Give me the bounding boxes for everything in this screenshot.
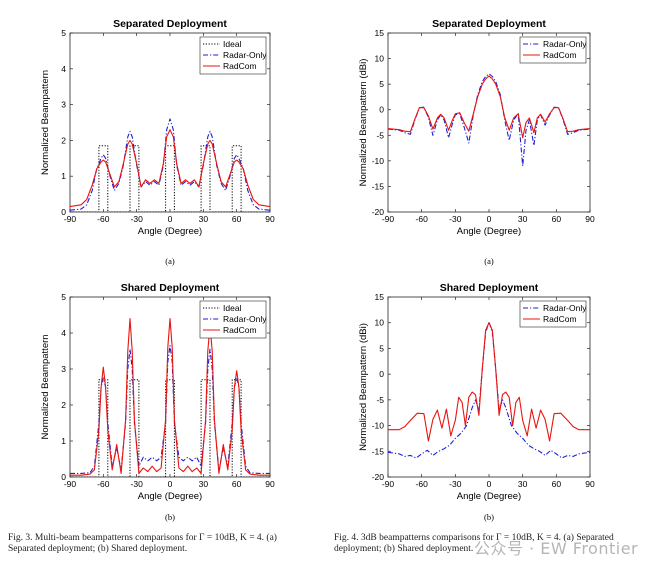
legend-label: Radar-Only [223, 314, 267, 324]
y-tick-label: -20 [372, 207, 385, 217]
y-tick-label: 15 [375, 28, 385, 38]
chart-title: Separated Deployment [432, 18, 546, 30]
chart-title: Separated Deployment [113, 18, 227, 30]
x-tick-label: 30 [199, 214, 209, 224]
x-tick-label: 90 [585, 214, 595, 224]
series-line-radcom [70, 318, 270, 476]
x-tick-label: 0 [168, 479, 173, 489]
x-axis-label: Angle (Degree) [138, 491, 202, 502]
y-tick-label: -5 [376, 395, 384, 405]
y-tick-label: 2 [61, 400, 66, 410]
y-tick-label: -10 [372, 156, 385, 166]
x-tick-label: -60 [416, 214, 429, 224]
figure-3b-beampattern-chart: Shared Deployment -90 -60 -30 0 30 60 90 0 1 2 3 4 5 A… [40, 282, 275, 522]
x-tick-label: -30 [449, 214, 462, 224]
x-tick-label: 30 [518, 214, 528, 224]
y-tick-label: -10 [372, 421, 385, 431]
legend-label: RadCom [543, 314, 577, 324]
watermark-text: 公众号 · EW Frontier [474, 539, 639, 558]
y-tick-label: 1 [61, 436, 66, 446]
subfigure-label: (a) [484, 256, 494, 266]
legend-label: Radar-Only [223, 50, 267, 60]
y-tick-label: 0 [61, 472, 66, 482]
y-tick-label: 0 [379, 369, 384, 379]
x-axis-label: Angle (Degree) [138, 226, 202, 237]
series-line-radcom [388, 322, 590, 442]
legend-label: RadCom [543, 50, 577, 60]
subfigure-label: (a) [165, 256, 175, 266]
x-tick-label: 30 [518, 479, 528, 489]
x-tick-label: 60 [232, 214, 242, 224]
figure-3-caption: Fig. 3. Multi-beam beampatterns comparis… [8, 533, 277, 554]
chart-title: Shared Deployment [121, 282, 220, 294]
series-line-radar-only [388, 73, 590, 167]
x-tick-label: 0 [168, 214, 173, 224]
x-tick-label: -60 [97, 214, 110, 224]
x-tick-label: -60 [416, 479, 429, 489]
y-tick-label: 3 [61, 100, 66, 110]
x-tick-label: -60 [97, 479, 110, 489]
x-tick-label: -90 [64, 479, 77, 489]
y-tick-label: 4 [61, 64, 66, 74]
y-axis-label: Normalized Beampattern [40, 334, 51, 439]
series-line-radcom [70, 129, 270, 208]
legend-label: Radar-Only [543, 39, 587, 49]
figure-4b-beampattern-chart: Shared Deployment -90 -60 -30 0 30 60 90 -20 -15 -… [358, 282, 595, 522]
y-tick-label: 3 [61, 364, 66, 374]
y-axis-label: Normalized Beampattern (dBi) [358, 323, 369, 451]
x-tick-label: 60 [232, 479, 242, 489]
x-tick-label: -90 [64, 214, 77, 224]
y-axis-label: Normalized Beampattern [40, 70, 51, 175]
y-tick-label: 4 [61, 328, 66, 338]
legend-label: RadCom [223, 61, 257, 71]
series-line-radar-only [70, 118, 270, 211]
series-line-radar-only [70, 345, 270, 474]
figure-3a-beampattern-chart: Separated Deployment -90 -60 -30 0 30 60 90 0 1 2 3… [40, 18, 275, 266]
y-tick-label: -20 [372, 472, 385, 482]
x-tick-label: 0 [487, 479, 492, 489]
legend-label: Ideal [223, 303, 242, 313]
y-tick-label: 10 [375, 318, 385, 328]
x-tick-label: 30 [199, 479, 209, 489]
y-tick-label: -15 [372, 181, 385, 191]
legend-label: RadCom [223, 325, 257, 335]
x-tick-label: 90 [265, 214, 275, 224]
x-tick-label: 60 [552, 479, 562, 489]
x-tick-label: -90 [382, 479, 395, 489]
y-tick-label: 0 [379, 105, 384, 115]
y-tick-label: 5 [61, 28, 66, 38]
series-line-radar-only [388, 321, 590, 459]
y-tick-label: 5 [61, 292, 66, 302]
series-line-radcom [388, 75, 590, 139]
y-axis-label: Normalized Beampattern (dBi) [358, 59, 369, 187]
x-tick-label: -30 [449, 479, 462, 489]
x-tick-label: -90 [382, 214, 395, 224]
y-tick-label: 5 [379, 343, 384, 353]
x-tick-label: -30 [131, 479, 144, 489]
y-tick-label: -5 [376, 130, 384, 140]
legend-label: Ideal [223, 39, 242, 49]
y-tick-label: 2 [61, 135, 66, 145]
figure-4a-beampattern-chart: Separated Deployment -90 -60 -30 0 30 60 90 -20 -… [358, 18, 595, 266]
x-tick-label: 90 [265, 479, 275, 489]
y-tick-label: 5 [379, 79, 384, 89]
x-tick-label: 60 [552, 214, 562, 224]
y-tick-label: 0 [61, 207, 66, 217]
chart-title: Shared Deployment [440, 282, 539, 294]
x-axis-label: Angle (Degree) [457, 491, 521, 502]
y-tick-label: -15 [372, 446, 385, 456]
legend-label: Radar-Only [543, 303, 587, 313]
subfigure-label: (b) [165, 512, 175, 522]
x-axis-label: Angle (Degree) [457, 226, 521, 237]
subfigure-label: (b) [484, 512, 494, 522]
figure-4-caption: Fig. 4. 3dB beampatterns comparisons for… [334, 533, 614, 554]
y-tick-label: 10 [375, 54, 385, 64]
legend-box [519, 300, 587, 328]
y-tick-label: 15 [375, 292, 385, 302]
x-tick-label: 0 [487, 214, 492, 224]
x-tick-label: -30 [131, 214, 144, 224]
x-tick-label: 90 [585, 479, 595, 489]
y-tick-label: 1 [61, 171, 66, 181]
legend-box [519, 36, 587, 64]
